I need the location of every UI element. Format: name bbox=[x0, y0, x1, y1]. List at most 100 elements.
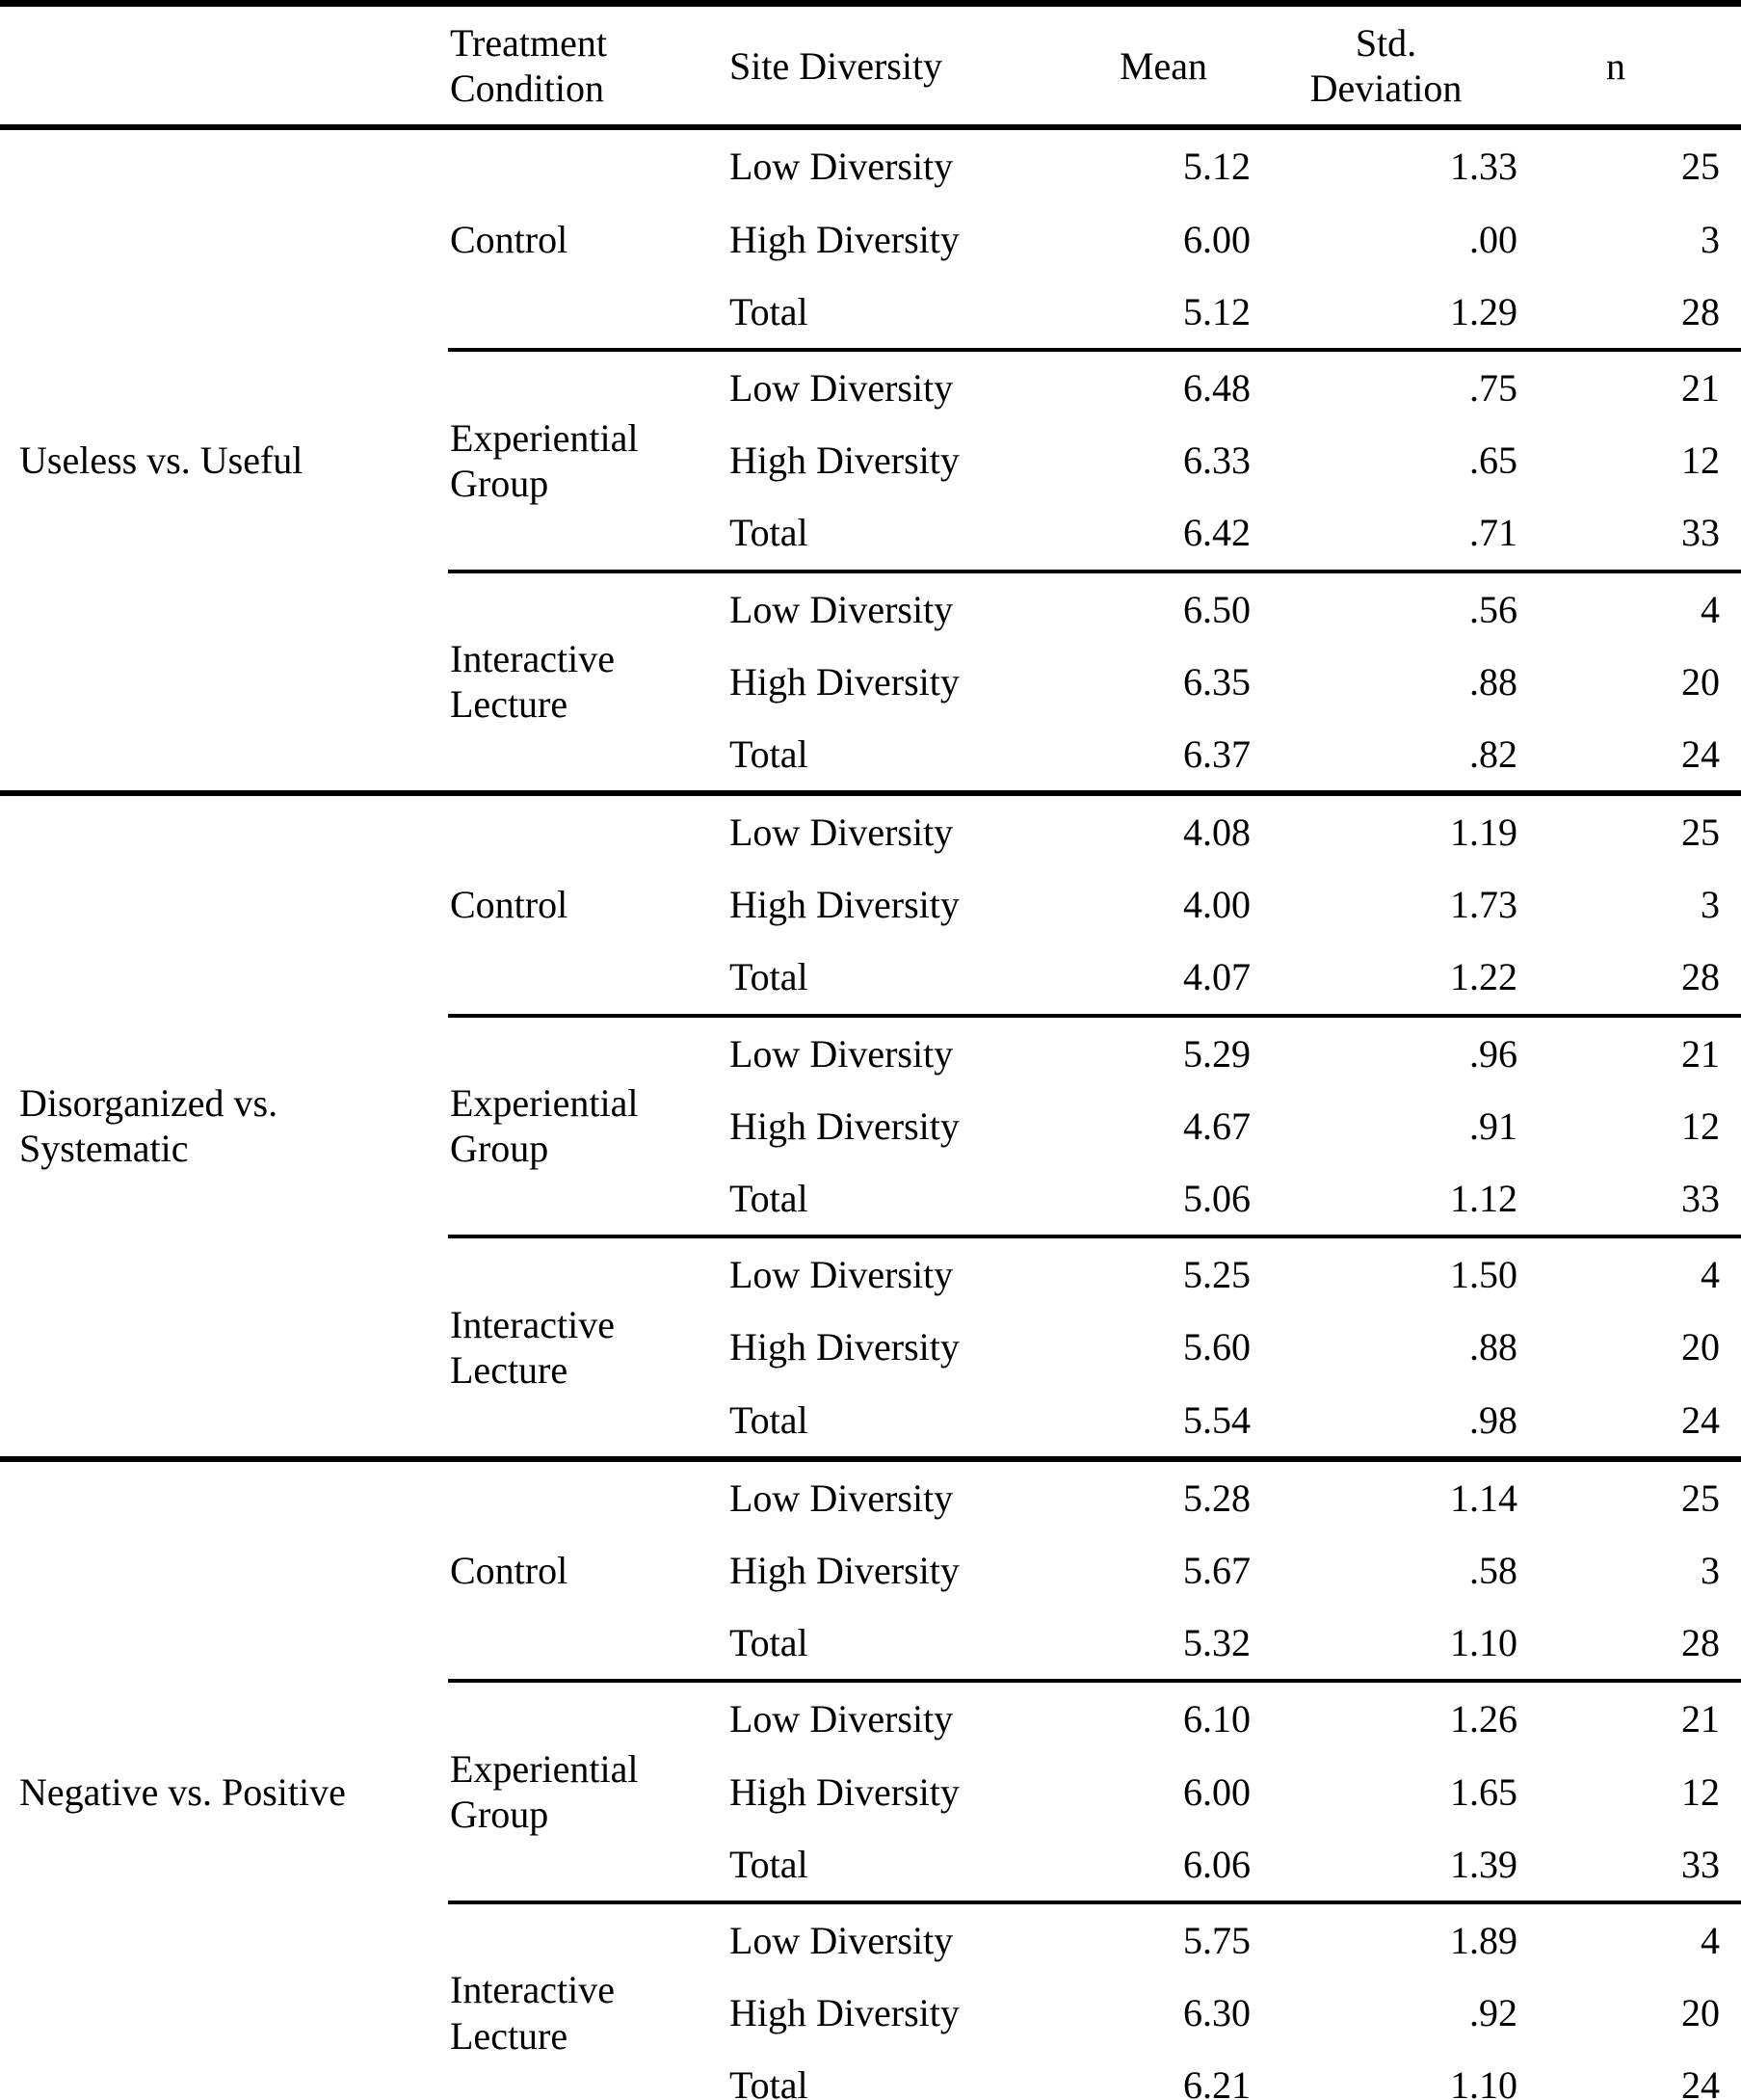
table-row: Total 6.42 .71 33 bbox=[0, 496, 1741, 571]
std-deviation-value: 1.26 bbox=[1253, 1679, 1519, 1756]
table-row: Useless vs. Useful Control Low Diversity 5.… bbox=[0, 124, 1741, 794]
treatment-condition-label: Control bbox=[448, 790, 727, 1016]
treatment-condition-label: Interactive Lecture bbox=[448, 1235, 727, 1459]
mean-value: 6.21 bbox=[1183, 2063, 1251, 2100]
table-row: High Diversity 5.67 .58 3 bbox=[0, 1534, 1741, 1607]
std-deviation-value: .82 bbox=[1469, 731, 1517, 776]
dimension-label: Useless vs. Useful bbox=[0, 124, 448, 794]
table-row: Interactive Lecture Low Diversity 5.25 1.50… bbox=[0, 1235, 1741, 1459]
site-diversity-label: Low Diversity bbox=[727, 1455, 1074, 1534]
header-n: n bbox=[1519, 3, 1741, 131]
treatment-condition-label: Experiential Group bbox=[448, 1679, 727, 1902]
n-value: 20 bbox=[1681, 1325, 1720, 1369]
n-value: 12 bbox=[1681, 439, 1720, 483]
header-treatment-condition: Treatment Condition bbox=[448, 3, 727, 131]
table-row: High Diversity 5.60 .88 20 bbox=[0, 1311, 1741, 1383]
table-row: Experiential Group Low Diversity 6.10 1.26 2… bbox=[0, 1679, 1741, 1902]
table-row: High Diversity 6.35 .88 20 bbox=[0, 646, 1741, 718]
mean-value: 6.10 bbox=[1074, 1679, 1253, 1756]
table-body: Useless vs. Useful Control Low Diversity 5.… bbox=[0, 124, 1741, 2100]
table-row: Total 6.37 .82 24 bbox=[0, 718, 1741, 793]
std-deviation-value: .71 bbox=[1469, 511, 1517, 555]
table-row: Total 5.12 1.29 28 bbox=[0, 276, 1741, 350]
mean-value: 5.67 bbox=[1183, 1548, 1251, 1592]
table-row: High Diversity 4.00 1.73 3 bbox=[0, 868, 1741, 941]
std-deviation-value: .92 bbox=[1469, 1991, 1517, 2035]
std-deviation-value: 1.50 bbox=[1253, 1235, 1519, 1312]
n-value: 28 bbox=[1681, 289, 1720, 333]
treatment-condition-label: Experiential Group bbox=[448, 1013, 727, 1237]
treatment-condition-label: Control bbox=[448, 1455, 727, 1682]
std-deviation-value: 1.14 bbox=[1253, 1455, 1519, 1534]
site-diversity-label: High Diversity bbox=[729, 217, 960, 261]
n-value: 24 bbox=[1681, 1397, 1720, 1442]
site-diversity-label: High Diversity bbox=[729, 1991, 960, 2035]
mean-value: 5.60 bbox=[1183, 1325, 1251, 1369]
site-diversity-label: High Diversity bbox=[729, 659, 960, 704]
n-value: 4 bbox=[1519, 1900, 1741, 1978]
treatment-condition-label: Control bbox=[448, 124, 727, 350]
n-value: 28 bbox=[1681, 1621, 1720, 1665]
mean-value: 5.75 bbox=[1074, 1900, 1253, 1978]
mean-value: 5.28 bbox=[1074, 1455, 1253, 1534]
site-diversity-label: Total bbox=[729, 955, 808, 999]
mean-value: 6.35 bbox=[1183, 659, 1251, 704]
n-value: 21 bbox=[1519, 1679, 1741, 1756]
site-diversity-label: Total bbox=[729, 731, 808, 776]
std-deviation-value: .58 bbox=[1469, 1548, 1517, 1592]
site-diversity-label: Low Diversity bbox=[727, 790, 1074, 869]
site-diversity-label: High Diversity bbox=[729, 883, 960, 927]
table-row: Total 5.54 .98 24 bbox=[0, 1384, 1741, 1459]
table-row: Total 5.32 1.10 28 bbox=[0, 1607, 1741, 1681]
n-value: 33 bbox=[1681, 1842, 1720, 1886]
table-row: Total 6.06 1.39 33 bbox=[0, 1828, 1741, 1902]
dimension-label: Negative vs. Positive bbox=[0, 1455, 448, 2100]
mean-value: 5.12 bbox=[1183, 289, 1251, 333]
site-diversity-label: Total bbox=[729, 1177, 808, 1220]
header-dimension bbox=[0, 3, 448, 131]
n-value: 25 bbox=[1519, 790, 1741, 869]
std-deviation-value: 1.29 bbox=[1450, 289, 1517, 333]
std-deviation-value: .75 bbox=[1253, 347, 1519, 425]
mean-value: 6.30 bbox=[1183, 1991, 1251, 2035]
mean-value: 6.48 bbox=[1074, 347, 1253, 425]
treatment-condition-label: Interactive Lecture bbox=[448, 569, 727, 794]
n-value: 20 bbox=[1681, 659, 1720, 704]
mean-value: 6.33 bbox=[1183, 439, 1251, 483]
mean-value: 6.50 bbox=[1074, 569, 1253, 646]
std-deviation-value: 1.10 bbox=[1450, 1621, 1517, 1665]
site-diversity-label: High Diversity bbox=[729, 1769, 960, 1814]
site-diversity-label: Total bbox=[729, 1397, 808, 1442]
site-diversity-label: Total bbox=[729, 511, 808, 555]
site-diversity-label: Low Diversity bbox=[727, 124, 1074, 203]
table-row: Interactive Lecture Low Diversity 5.75 1.89… bbox=[0, 1900, 1741, 2100]
mean-value: 4.00 bbox=[1183, 883, 1251, 927]
std-deviation-value: .88 bbox=[1469, 1325, 1517, 1369]
site-diversity-label: Low Diversity bbox=[727, 1013, 1074, 1090]
treatment-condition-label: Experiential Group bbox=[448, 347, 727, 572]
dimension-label: Disorganized vs. Systematic bbox=[0, 790, 448, 1459]
site-diversity-label: High Diversity bbox=[729, 1325, 960, 1369]
mean-value: 4.67 bbox=[1183, 1103, 1251, 1148]
table-row: High Diversity 6.33 .65 12 bbox=[0, 424, 1741, 496]
n-value: 25 bbox=[1519, 124, 1741, 203]
n-value: 12 bbox=[1681, 1769, 1720, 1814]
n-value: 20 bbox=[1681, 1991, 1720, 2035]
n-value: 24 bbox=[1681, 2063, 1720, 2100]
header-mean: Mean bbox=[1074, 3, 1253, 131]
mean-value: 6.42 bbox=[1183, 511, 1251, 555]
std-deviation-value: 1.10 bbox=[1450, 2063, 1517, 2100]
std-deviation-value: .96 bbox=[1253, 1013, 1519, 1090]
site-diversity-label: High Diversity bbox=[729, 1548, 960, 1592]
table-row: High Diversity 6.00 .00 3 bbox=[0, 203, 1741, 276]
std-deviation-value: 1.65 bbox=[1450, 1769, 1517, 1814]
site-diversity-label: Total bbox=[729, 1621, 808, 1665]
std-deviation-value: .56 bbox=[1253, 569, 1519, 646]
n-value: 21 bbox=[1519, 347, 1741, 425]
table-row: Experiential Group Low Diversity 6.48.75 21 bbox=[0, 347, 1741, 572]
mean-value: 5.25 bbox=[1074, 1235, 1253, 1312]
mean-value: 6.06 bbox=[1183, 1842, 1251, 1886]
n-value: 3 bbox=[1701, 883, 1720, 927]
